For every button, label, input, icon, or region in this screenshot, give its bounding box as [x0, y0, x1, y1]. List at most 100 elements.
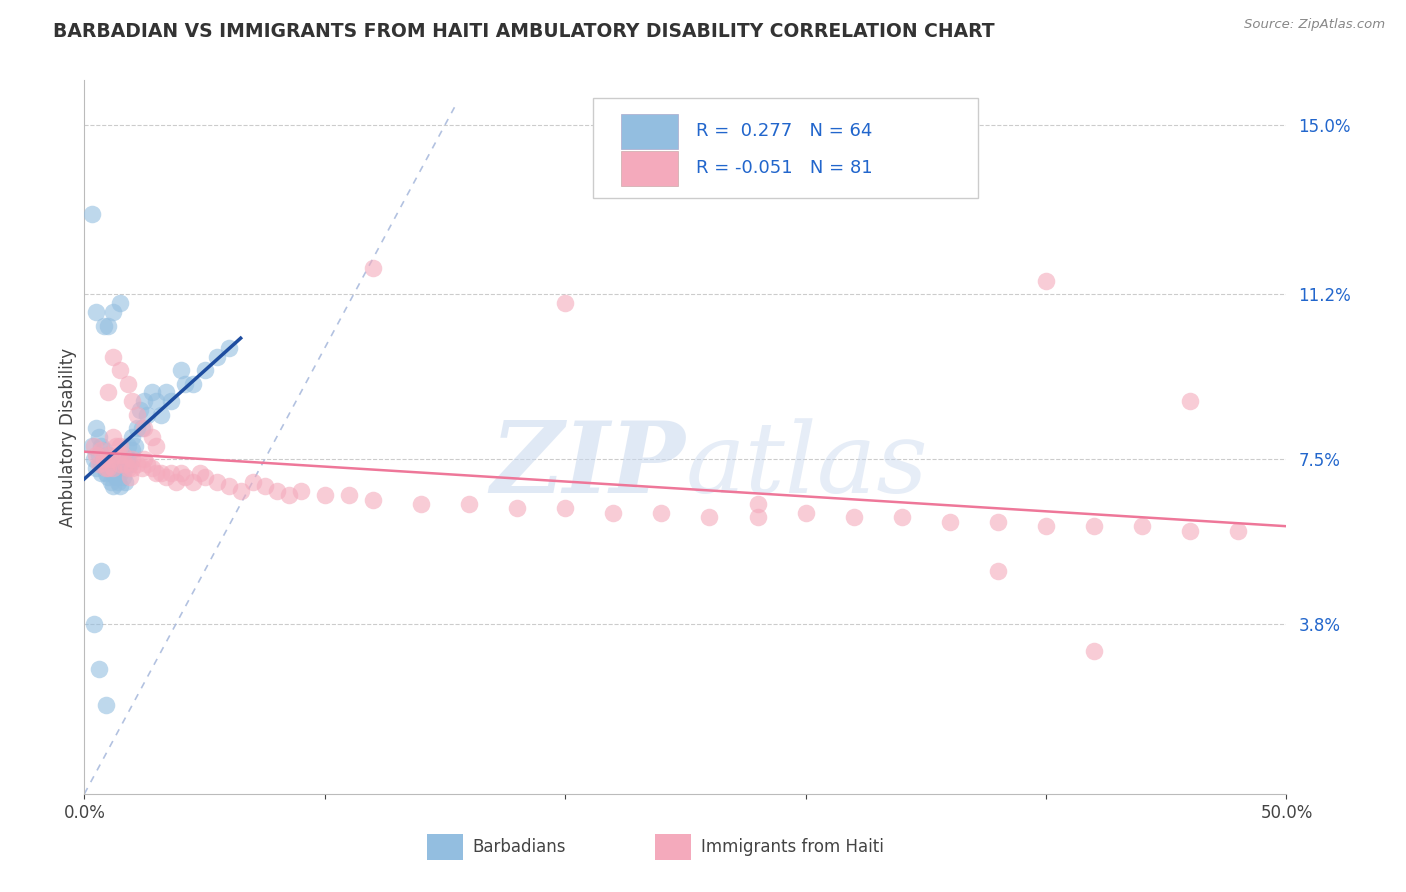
- Point: [290, 483, 312, 498]
- Point: [110, 479, 132, 493]
- Point: [103, 457, 125, 471]
- Point: [100, 475, 122, 489]
- Point: [100, 452, 122, 467]
- Point: [409, 497, 432, 511]
- Point: [1227, 524, 1250, 538]
- Point: [111, 470, 134, 484]
- Point: [165, 475, 187, 489]
- Point: [1083, 644, 1105, 658]
- Point: [121, 443, 143, 458]
- Point: [121, 461, 143, 475]
- Point: [121, 394, 143, 409]
- Point: [127, 457, 149, 471]
- Point: [842, 510, 865, 524]
- Point: [97, 448, 120, 462]
- Text: Barbadians: Barbadians: [472, 838, 567, 855]
- Point: [83, 439, 105, 453]
- Point: [107, 475, 129, 489]
- Point: [80, 439, 103, 453]
- Point: [103, 305, 125, 319]
- Text: ZIP: ZIP: [491, 417, 686, 514]
- Point: [205, 475, 228, 489]
- Point: [86, 461, 108, 475]
- Point: [554, 501, 576, 516]
- Point: [127, 421, 149, 435]
- Point: [194, 363, 217, 377]
- Point: [111, 457, 134, 471]
- Point: [987, 515, 1010, 529]
- Point: [124, 439, 146, 453]
- Point: [314, 488, 336, 502]
- Point: [118, 470, 141, 484]
- Point: [127, 408, 149, 422]
- Point: [100, 452, 122, 467]
- Point: [229, 483, 252, 498]
- Point: [1035, 519, 1057, 533]
- Point: [103, 461, 125, 475]
- Point: [174, 376, 197, 391]
- Point: [205, 350, 228, 364]
- Point: [987, 564, 1010, 578]
- Point: [117, 461, 139, 475]
- Point: [160, 394, 183, 409]
- Point: [94, 461, 117, 475]
- Point: [93, 318, 115, 333]
- Point: [277, 488, 299, 502]
- Point: [104, 461, 127, 475]
- Bar: [620, 152, 678, 186]
- FancyBboxPatch shape: [593, 98, 977, 198]
- Point: [699, 510, 721, 524]
- Point: [104, 470, 127, 484]
- Point: [86, 421, 108, 435]
- Point: [110, 466, 132, 480]
- Point: [794, 506, 817, 520]
- Point: [181, 475, 204, 489]
- Point: [458, 497, 481, 511]
- Point: [83, 452, 105, 467]
- Point: [121, 452, 143, 467]
- Point: [131, 421, 153, 435]
- Point: [114, 457, 136, 471]
- Point: [110, 296, 132, 310]
- Point: [128, 403, 150, 417]
- Point: [135, 408, 157, 422]
- Point: [103, 479, 125, 493]
- Point: [87, 457, 110, 471]
- Point: [188, 466, 211, 480]
- Point: [218, 479, 240, 493]
- Point: [107, 466, 129, 480]
- Point: [361, 492, 384, 507]
- Point: [107, 448, 129, 462]
- Point: [145, 439, 167, 453]
- Point: [150, 466, 173, 480]
- Text: R = -0.051   N = 81: R = -0.051 N = 81: [696, 160, 873, 178]
- Point: [87, 430, 110, 444]
- Point: [86, 305, 108, 319]
- Point: [93, 443, 115, 458]
- Point: [121, 430, 143, 444]
- Point: [218, 341, 240, 355]
- Point: [1083, 519, 1105, 533]
- Point: [890, 510, 912, 524]
- Point: [117, 439, 139, 453]
- Bar: [620, 114, 678, 148]
- Point: [747, 510, 769, 524]
- Point: [939, 515, 962, 529]
- Point: [80, 207, 103, 221]
- Point: [87, 448, 110, 462]
- Point: [169, 363, 191, 377]
- Bar: [655, 834, 692, 860]
- Point: [337, 488, 360, 502]
- Point: [97, 448, 120, 462]
- Point: [110, 363, 132, 377]
- Point: [141, 430, 163, 444]
- Point: [93, 452, 115, 467]
- Point: [253, 479, 276, 493]
- Point: [266, 483, 288, 498]
- Point: [181, 376, 204, 391]
- Point: [94, 457, 117, 471]
- Text: R =  0.277   N = 64: R = 0.277 N = 64: [696, 122, 873, 140]
- Point: [155, 385, 177, 400]
- Point: [97, 461, 120, 475]
- Point: [90, 439, 112, 453]
